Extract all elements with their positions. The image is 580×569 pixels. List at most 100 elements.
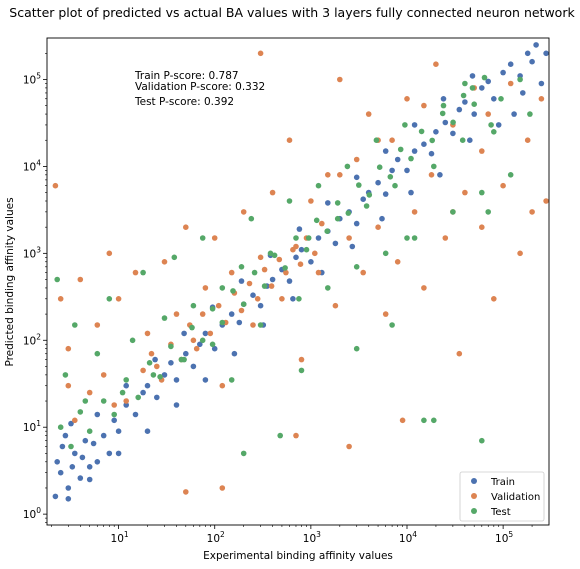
- plot-frame: [46, 37, 550, 526]
- validation-point-13: [183, 224, 189, 230]
- train-point-62: [479, 85, 485, 91]
- test-point-78: [366, 192, 373, 198]
- test-point-62: [199, 337, 206, 344]
- validation-point-65: [123, 398, 129, 404]
- test-pscore-annotation: Test P-score: 0.392: [134, 96, 234, 108]
- validation-point-48: [462, 189, 468, 196]
- validation-point-97: [421, 102, 427, 109]
- validation-point-21: [257, 254, 264, 261]
- validation-point-53: [500, 182, 506, 189]
- test-point-3: [82, 398, 89, 404]
- train-point-73: [520, 90, 526, 96]
- train-point-29: [236, 319, 243, 326]
- validation-point-90: [183, 489, 189, 495]
- test-point-19: [248, 215, 255, 222]
- train-point-2: [65, 485, 72, 491]
- train-point-61: [471, 111, 478, 117]
- train-point-10: [100, 432, 107, 439]
- validation-point-94: [399, 417, 406, 424]
- validation-point-5: [94, 322, 101, 328]
- test-point-2: [72, 322, 78, 328]
- plot-area: [46, 37, 550, 526]
- train-point-34: [269, 276, 276, 283]
- train-point-49: [382, 191, 389, 197]
- train-point-94: [181, 330, 187, 337]
- train-point-21: [173, 377, 180, 383]
- test-point-51: [77, 409, 84, 415]
- series-validation: [52, 50, 549, 495]
- train-point-25: [202, 330, 209, 337]
- test-point-22: [277, 432, 284, 439]
- test-point-86: [450, 119, 456, 126]
- train-point-31: [250, 292, 256, 299]
- test-point-72: [303, 246, 310, 253]
- train-point-39: [308, 259, 314, 265]
- validation-point-86: [297, 261, 304, 268]
- legend-label-train: Train: [490, 477, 515, 488]
- validation-point-85: [290, 246, 296, 253]
- train-point-72: [543, 50, 549, 57]
- test-point-40: [450, 209, 456, 215]
- train-point-78: [408, 189, 414, 196]
- test-point-17: [228, 377, 235, 383]
- plot-background: [47, 38, 549, 525]
- validation-point-6: [106, 250, 113, 257]
- train-point-32: [257, 302, 264, 309]
- test-point-93: [491, 129, 497, 135]
- train-point-13: [115, 428, 122, 435]
- test-point-73: [313, 217, 320, 224]
- validation-point-38: [389, 137, 395, 143]
- validation-point-43: [428, 172, 435, 178]
- train-point-101: [382, 148, 389, 154]
- validation-point-63: [100, 372, 107, 378]
- validation-point-17: [219, 382, 226, 389]
- validation-point-27: [308, 198, 314, 204]
- test-point-46: [507, 172, 514, 178]
- x-tick-label-2: 103: [303, 530, 321, 545]
- train-point-50: [389, 167, 395, 174]
- validation-point-31: [337, 76, 343, 83]
- validation-point-79: [246, 280, 253, 287]
- train-point-54: [421, 141, 427, 147]
- test-point-69: [271, 252, 278, 259]
- train-point-46: [360, 196, 367, 202]
- train-point-96: [238, 278, 245, 284]
- train-point-3: [72, 450, 78, 457]
- train-point-71: [538, 80, 545, 87]
- train-point-57: [442, 119, 449, 126]
- train-point-37: [293, 254, 299, 261]
- y-tick-label-5: 105: [23, 71, 41, 86]
- validation-point-24: [286, 137, 293, 143]
- validation-point-89: [319, 220, 325, 227]
- validation-point-19: [240, 209, 247, 215]
- train-point-60: [462, 99, 468, 105]
- legend-marker-train: [471, 478, 477, 484]
- test-point-87: [460, 92, 467, 99]
- train-point-87: [144, 428, 151, 435]
- x-tick-label-1: 102: [207, 530, 225, 545]
- validation-point-18: [228, 269, 235, 276]
- y-axis: 100 101 102 103 104 105: [23, 53, 47, 523]
- test-point-71: [293, 235, 299, 241]
- train-point-38: [298, 246, 305, 253]
- test-point-92: [404, 235, 410, 241]
- train-point-68: [524, 50, 531, 57]
- validation-point-50: [479, 224, 485, 230]
- train-point-107: [69, 464, 76, 470]
- test-point-56: [135, 394, 141, 401]
- test-point-91: [479, 437, 485, 444]
- test-point-52: [86, 428, 93, 435]
- test-point-61: [189, 324, 195, 331]
- test-point-47: [517, 76, 523, 83]
- train-point-65: [500, 69, 506, 76]
- train-point-18: [154, 394, 160, 401]
- train-point-105: [54, 459, 60, 465]
- train-point-52: [404, 167, 410, 174]
- test-point-76: [345, 210, 352, 216]
- train-point-58: [450, 130, 456, 137]
- train-point-24: [197, 341, 203, 348]
- x-tick-label-3: 104: [399, 530, 417, 545]
- test-point-74: [324, 228, 331, 234]
- train-point-5: [62, 432, 69, 439]
- test-point-50: [68, 443, 74, 450]
